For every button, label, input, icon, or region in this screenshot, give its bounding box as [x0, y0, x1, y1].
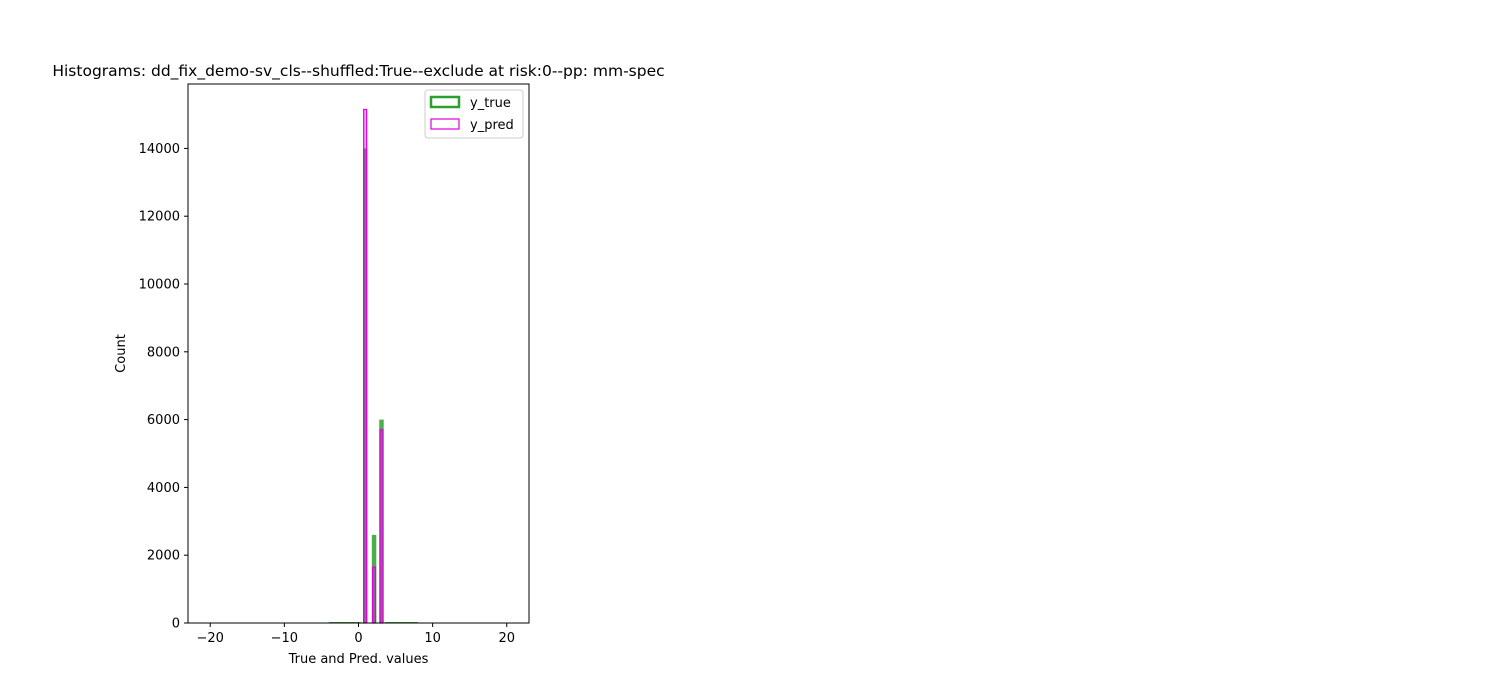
legend-box: [424, 89, 524, 139]
y-tick-label-5: 10000: [139, 278, 180, 293]
x-tick-label-4: 20: [498, 631, 515, 646]
y-tick-label-4: 8000: [147, 345, 180, 360]
x-tick-label-2: 0: [354, 631, 362, 646]
legend-swatch-y-true: [429, 95, 461, 109]
x-tick-label-1: −10: [271, 631, 298, 646]
legend-swatch-y-pred: [430, 118, 460, 130]
x-tick-label-3: 10: [424, 631, 441, 646]
y-tick-label-7: 14000: [139, 142, 180, 157]
y-true-bar-3: [379, 419, 384, 623]
y-pred-bar-1: [371, 566, 377, 624]
y-pred-bar-2: [379, 429, 384, 624]
y-axis-label: Count: [114, 334, 129, 373]
y-true-bar-2: [371, 534, 377, 623]
legend-label-y-pred: y_pred: [470, 118, 514, 133]
legend: y_true y_pred: [424, 89, 524, 139]
chart-title: Histograms: dd_fix_demo-sv_cls--shuffled…: [52, 62, 664, 81]
x-tick-label-0: −20: [197, 631, 224, 646]
y-axis-ticks: 0 2000 4000 6000 8000 10000 12000 14000: [139, 142, 188, 632]
y-true-bar-1: [362, 148, 368, 623]
y-tick-label-2: 4000: [147, 481, 180, 496]
y-tick-label-1: 2000: [147, 549, 180, 564]
y-pred-bar-0: [363, 108, 368, 624]
y-tick-label-6: 12000: [139, 210, 180, 225]
legend-label-y-true: y_true: [470, 96, 511, 111]
x-axis-label: True and Pred. values: [288, 652, 429, 667]
y-tick-label-0: 0: [172, 617, 180, 632]
x-axis-ticks: −20 −10 0 10 20: [197, 623, 515, 646]
plot-frame: [187, 83, 530, 624]
y-tick-label-3: 6000: [147, 413, 180, 428]
y-true-bars: [328, 148, 418, 623]
